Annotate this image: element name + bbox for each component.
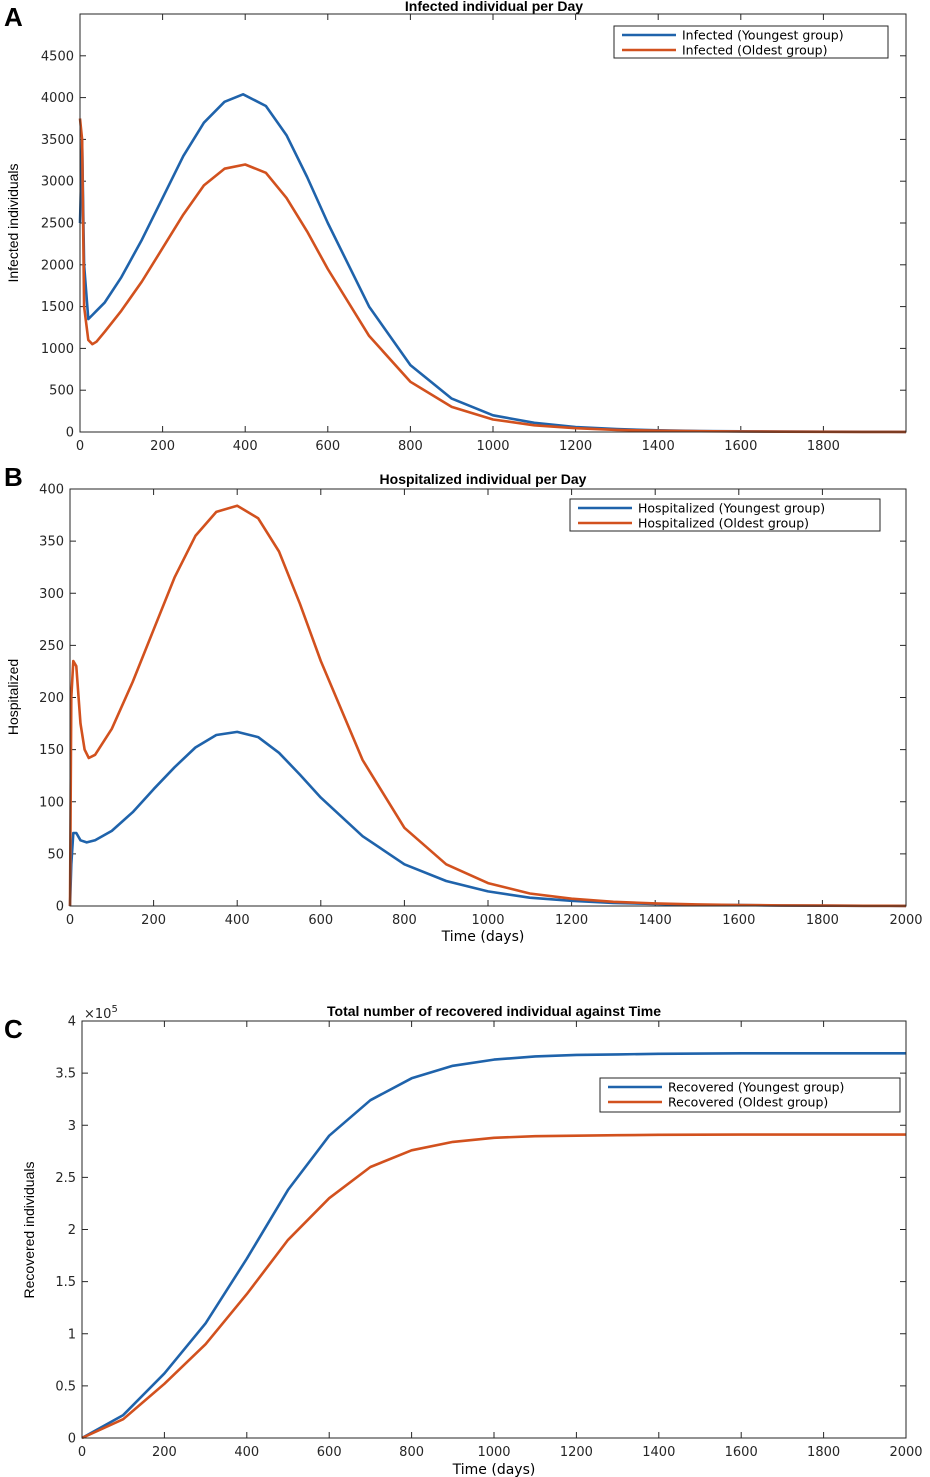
panel-b-y-tick-label: 200	[39, 691, 64, 706]
panel-b-x-tick-label: 1400	[639, 913, 672, 928]
panel-c-series-line-oldest	[81, 1133, 906, 1440]
panel-c-legend: Recovered (Youngest group)Recovered (Old…	[599, 1077, 901, 1113]
panel-c-legend-entry: Recovered (Oldest group)	[668, 1095, 828, 1110]
panel-a-x-tick-label: 400	[233, 439, 258, 454]
panel-c-y-tick-label: 3.5	[55, 1067, 76, 1082]
panel-c-y-tick-label: 0.5	[55, 1379, 76, 1394]
panel-a-x-tick-label: 1600	[724, 439, 757, 454]
panel-b: B Hospitalized individual per Day Hospit…	[4, 462, 923, 945]
panel-a-legend-entry: Infected (Youngest group)	[682, 28, 844, 43]
panel-a-y-tick-label: 0	[66, 426, 74, 441]
panel-c-legend-entry: Recovered (Youngest group)	[668, 1080, 844, 1095]
panel-b-y-tick-label: 150	[39, 743, 64, 758]
panel-b-x-tick-label: 200	[141, 913, 166, 928]
panel-c-x-axis-label: Time (days)	[452, 1462, 536, 1477]
panel-c-y-tick-label: 2.5	[55, 1171, 76, 1186]
panel-c-x-tick-label: 400	[234, 1445, 259, 1460]
panel-b-x-tick-label: 400	[225, 913, 250, 928]
panel-a-x-tick-label: 200	[150, 439, 175, 454]
panel-c-x-tick-label: 200	[152, 1445, 177, 1460]
panel-a: A Infected individual per Day Infected i…	[4, 0, 907, 454]
panel-b-x-axis-label: Time (days)	[441, 929, 525, 945]
panel-c-y-tick-label: 3	[68, 1119, 76, 1134]
panel-a-axes-frame	[79, 13, 907, 433]
panel-c-x-tick-label: 800	[399, 1445, 424, 1460]
panel-c-x-tick-label: 1400	[642, 1445, 675, 1460]
panel-b-y-tick-label: 0	[56, 900, 64, 915]
panel-c-x-tick-label: 1000	[477, 1445, 510, 1460]
panel-a-y-tick-label: 1000	[41, 342, 74, 357]
panel-a-y-tick-label: 1500	[41, 300, 74, 315]
panel-a-x-tick-label: 1000	[476, 439, 509, 454]
panel-b-x-tick-label: 1200	[555, 913, 588, 928]
panel-b-y-tick-label: 250	[39, 639, 64, 654]
panel-a-y-tick-label: 2000	[41, 258, 74, 273]
panel-b-background	[70, 489, 906, 906]
panel-c-y-tick-label: 2	[68, 1223, 76, 1238]
panel-c-legend-box	[599, 1077, 901, 1113]
panel-b-axes-frame	[69, 488, 907, 907]
panel-a-x-tick-label: 1800	[807, 439, 840, 454]
panel-b-plot-area: 0 200 400 600 800 1000 1200 1400 1600 1800 2000 0 50…	[39, 483, 922, 929]
panel-b-x-tick-label: 1800	[806, 913, 839, 928]
panel-a-y-tick-label: 3000	[41, 175, 74, 190]
panel-b-series-line-oldest	[68, 504, 907, 908]
panel-c-y-tick-label: 1	[68, 1327, 76, 1342]
panel-a-series-line-oldest	[78, 118, 906, 434]
panel-a-background	[80, 14, 906, 432]
panel-a-legend-entry: Infected (Oldest group)	[682, 43, 827, 58]
panel-a-y-tick-label: 500	[49, 384, 74, 399]
panel-a-x-tick-label: 1400	[642, 439, 675, 454]
panel-b-y-tick-label: 100	[39, 795, 64, 810]
panel-c-series-line-youngest	[81, 1052, 906, 1440]
panel-c-axes-frame	[81, 1020, 907, 1439]
panel-b-x-tick-label: 0	[66, 913, 74, 928]
panel-a-y-tick-label: 4500	[41, 49, 74, 64]
panel-a-y-axis-label: Infected individuals	[5, 163, 21, 282]
panel-b-x-tick-label: 1000	[471, 913, 504, 928]
panel-c-y-tick-label: 1.5	[55, 1275, 76, 1290]
panel-a-y-tick-label: 2500	[41, 217, 74, 232]
panel-c-x-tick-label: 0	[78, 1445, 86, 1460]
panel-a-plot-area: 0 200 400 600 800 1000 1200 1400 1600 1800 0 500 100…	[41, 13, 907, 454]
panel-b-x-tick-label: 600	[308, 913, 333, 928]
panel-c-x-tick-label: 1600	[725, 1445, 758, 1460]
panel-b-legend-entry: Hospitalized (Oldest group)	[638, 516, 809, 531]
panel-b-x-tick-label: 2000	[889, 913, 922, 928]
panel-c-x-tick-label: 1800	[807, 1445, 840, 1460]
panel-c-x-tick-label: 2000	[889, 1445, 922, 1460]
panel-a-y-tick-label: 3500	[41, 133, 74, 148]
panel-b-legend: Hospitalized (Youngest group)Hospitalize…	[569, 498, 881, 532]
panel-b-y-tick-label: 350	[39, 535, 64, 550]
panel-c-label: C	[4, 1014, 23, 1044]
panel-a-title: Infected individual per Day	[405, 0, 583, 14]
panel-c-y-tick-label: 0	[68, 1432, 76, 1447]
panel-c-exponent-label: ×105	[84, 1004, 118, 1022]
panel-c-x-tick-label: 1200	[560, 1445, 593, 1460]
panel-a-x-tick-label: 600	[315, 439, 340, 454]
panel-a-legend-box	[613, 25, 889, 59]
panel-b-y-axis-label: Hospitalized	[5, 659, 21, 735]
panel-a-label: A	[4, 2, 23, 32]
panel-b-legend-box	[569, 498, 881, 532]
panel-a-y-tick-label: 4000	[41, 91, 74, 106]
panel-b-x-tick-label: 1600	[722, 913, 755, 928]
panel-c: C Total number of recovered individual a…	[4, 1003, 923, 1477]
panel-a-x-tick-label: 1200	[559, 439, 592, 454]
panel-b-y-tick-label: 400	[39, 483, 64, 498]
panel-b-legend-entry: Hospitalized (Youngest group)	[638, 501, 825, 516]
panel-b-y-tick-label: 50	[47, 847, 64, 862]
panel-a-x-tick-label: 800	[398, 439, 423, 454]
panel-a-x-tick-label: 0	[76, 439, 84, 454]
panel-b-label: B	[4, 462, 23, 492]
panel-b-y-tick-label: 300	[39, 587, 64, 602]
panel-a-legend: Infected (Youngest group)Infected (Oldes…	[613, 25, 889, 59]
panel-c-y-axis-label: Recovered individuals	[21, 1162, 37, 1299]
panel-c-title: Total number of recovered individual aga…	[327, 1003, 661, 1019]
panel-b-title: Hospitalized individual per Day	[380, 471, 587, 487]
panel-c-y-tick-label: 4	[68, 1015, 76, 1030]
panel-c-x-tick-label: 600	[317, 1445, 342, 1460]
panel-b-x-tick-label: 800	[392, 913, 417, 928]
